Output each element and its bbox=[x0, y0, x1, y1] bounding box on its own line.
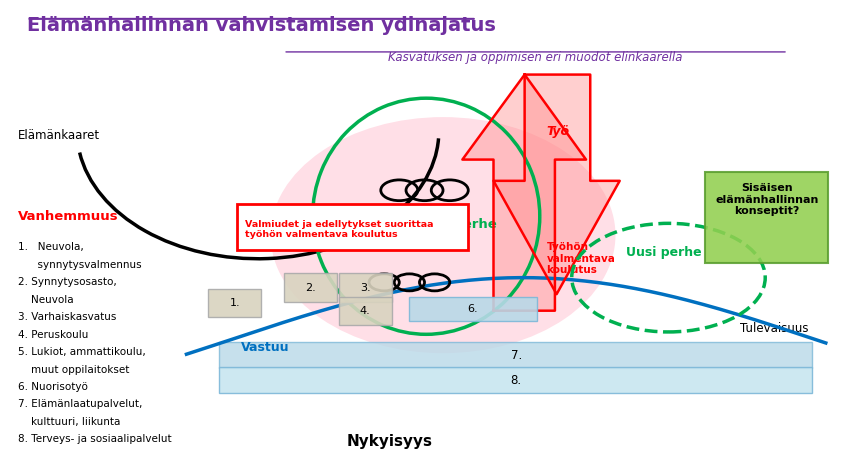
Text: Vanhemmuus: Vanhemmuus bbox=[19, 210, 119, 223]
Text: 6. Nuorisotyö: 6. Nuorisotyö bbox=[19, 382, 88, 392]
Text: 3. Varhaiskasvatus: 3. Varhaiskasvatus bbox=[19, 312, 116, 322]
Text: Sisäisen
elämänhallinnan
konseptit?: Sisäisen elämänhallinnan konseptit? bbox=[715, 183, 819, 217]
Text: muut oppilaitokset: muut oppilaitokset bbox=[19, 364, 130, 374]
Text: kulttuuri, liikunta: kulttuuri, liikunta bbox=[19, 417, 121, 427]
FancyBboxPatch shape bbox=[408, 297, 538, 321]
Polygon shape bbox=[463, 75, 586, 311]
FancyBboxPatch shape bbox=[284, 274, 337, 302]
Text: Elämänkaaret: Elämänkaaret bbox=[19, 130, 100, 142]
Text: 4.: 4. bbox=[360, 306, 371, 316]
Text: Perhe: Perhe bbox=[454, 218, 498, 231]
FancyBboxPatch shape bbox=[237, 204, 468, 250]
FancyBboxPatch shape bbox=[338, 297, 392, 325]
Text: synnytysvalmennus: synnytysvalmennus bbox=[19, 260, 142, 270]
Text: 3.: 3. bbox=[360, 283, 371, 293]
Text: 2.: 2. bbox=[306, 283, 316, 293]
Text: Työ: Työ bbox=[547, 125, 570, 138]
Text: 7.: 7. bbox=[511, 349, 522, 361]
FancyBboxPatch shape bbox=[338, 274, 392, 302]
Text: 6.: 6. bbox=[468, 304, 478, 314]
Text: Uusi perhe: Uusi perhe bbox=[625, 246, 701, 259]
Text: 4. Peruskoulu: 4. Peruskoulu bbox=[19, 330, 89, 340]
Text: 2. Synnytysosasto,: 2. Synnytysosasto, bbox=[19, 277, 117, 287]
Polygon shape bbox=[494, 75, 619, 294]
Ellipse shape bbox=[271, 117, 615, 353]
Text: 1.: 1. bbox=[230, 298, 241, 308]
Text: Työhön
valmentava
koulutus: Työhön valmentava koulutus bbox=[547, 242, 615, 276]
Text: Kasvatuksen ja oppimisen eri muodot elinkaarella: Kasvatuksen ja oppimisen eri muodot elin… bbox=[388, 51, 683, 64]
Text: 8.: 8. bbox=[511, 374, 522, 387]
Text: Nykyisyys: Nykyisyys bbox=[347, 434, 433, 449]
FancyBboxPatch shape bbox=[219, 367, 812, 393]
Text: 1.   Neuvola,: 1. Neuvola, bbox=[19, 242, 84, 252]
Text: 7. Elämänlaatupalvelut,: 7. Elämänlaatupalvelut, bbox=[19, 399, 143, 409]
Text: Elämänhallinnan vahvistamisen ydinajatus: Elämänhallinnan vahvistamisen ydinajatus bbox=[27, 16, 495, 35]
Text: Tulevaisuus: Tulevaisuus bbox=[740, 322, 809, 335]
Text: 5. Lukiot, ammattikoulu,: 5. Lukiot, ammattikoulu, bbox=[19, 347, 146, 357]
FancyBboxPatch shape bbox=[219, 342, 812, 368]
Text: 8. Terveys- ja sosiaalipalvelut: 8. Terveys- ja sosiaalipalvelut bbox=[19, 435, 172, 445]
Text: Neuvola: Neuvola bbox=[19, 294, 73, 304]
FancyBboxPatch shape bbox=[706, 172, 828, 263]
Text: Vastuu: Vastuu bbox=[241, 341, 289, 353]
FancyBboxPatch shape bbox=[208, 289, 262, 317]
Text: Valmiudet ja edellytykset suorittaa
työhön valmentava koulutus: Valmiudet ja edellytykset suorittaa työh… bbox=[246, 219, 434, 239]
